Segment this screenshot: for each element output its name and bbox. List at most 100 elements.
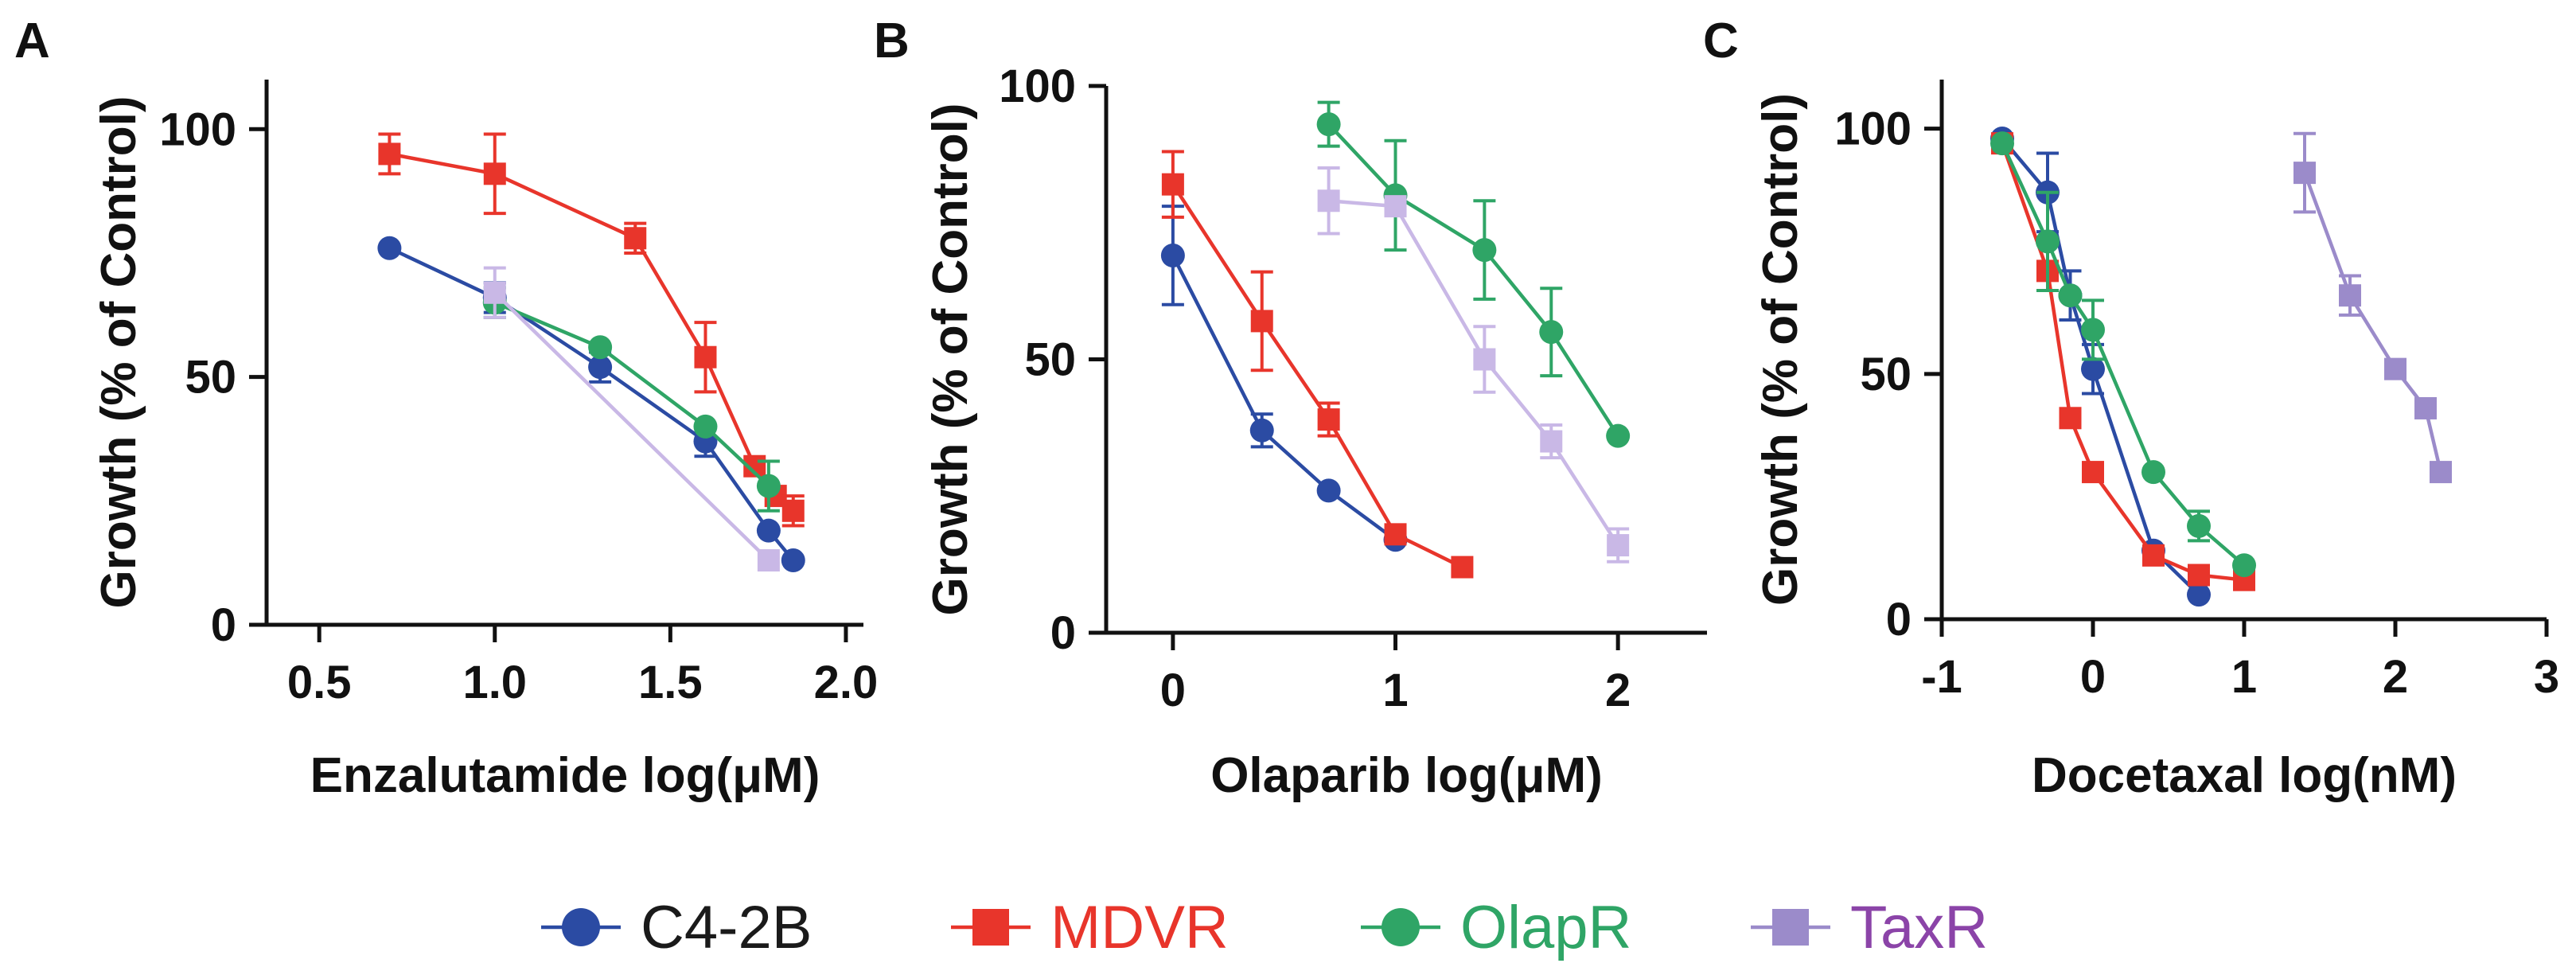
y-tick-label: 0: [1050, 607, 1076, 659]
x-tick-label: 1.5: [638, 657, 703, 708]
data-point: [2430, 461, 2452, 484]
y-tick-label: 100: [1834, 103, 1912, 155]
y-tick-label: 0: [1886, 594, 1912, 645]
series-line: [1171, 254, 1397, 542]
data-point: [483, 281, 506, 304]
legend-item-mdvr: MDVR: [951, 894, 1229, 961]
data-point: [2081, 318, 2105, 342]
series-line: [388, 152, 795, 513]
data-point: [694, 345, 717, 369]
data-point: [1472, 238, 1497, 263]
series-mdvr: [378, 132, 805, 528]
series-line: [493, 291, 770, 562]
series-olapr: [1990, 131, 2256, 578]
series-c4-2b: [377, 236, 805, 573]
data-point: [1160, 243, 1185, 267]
series-line: [2000, 142, 2245, 582]
y-tick-label: 50: [1860, 349, 1912, 400]
x-tick-label: 1: [1382, 665, 1408, 716]
data-point: [1249, 418, 1274, 443]
y-axis-label: Growth (% of Control): [1753, 93, 1808, 606]
legend-item-taxr: TaxR: [1751, 894, 1988, 961]
data-point: [2414, 396, 2437, 419]
legend-marker: [972, 909, 1009, 946]
data-point: [1539, 320, 1564, 345]
x-axis-label: Docetaxal log(nM): [2032, 748, 2457, 803]
data-point: [781, 499, 805, 522]
legend-marker: [1382, 908, 1420, 946]
data-point: [2082, 461, 2104, 484]
data-point: [756, 474, 781, 498]
data-point: [1990, 131, 2014, 156]
x-tick-label: 2: [1605, 665, 1631, 716]
panel-label-c: C: [1703, 14, 1739, 68]
x-tick-label: 0: [1160, 665, 1186, 716]
y-tick-label: 50: [1024, 334, 1076, 386]
data-point: [377, 236, 402, 260]
chart-panel-a: 0 50 100 0.5 1.0 1.5 2.0 Enzalutamide log(μM) Gr…: [92, 80, 878, 803]
data-point: [624, 227, 647, 250]
data-point: [2187, 583, 2211, 607]
x-axis-label: Enzalutamide log(μM): [310, 748, 820, 803]
data-point: [1606, 423, 1631, 448]
data-point: [378, 142, 401, 166]
x-tick-label: 2.0: [814, 657, 879, 708]
y-axis-label: Growth (% of Control): [92, 96, 146, 609]
x-tick-label: 0.5: [287, 657, 352, 708]
panel-label-b: B: [874, 14, 910, 68]
data-point: [2141, 460, 2165, 485]
x-tick-label: 1: [2231, 651, 2257, 703]
series-line: [1327, 123, 1620, 437]
data-point: [1161, 173, 1184, 196]
data-point: [483, 162, 506, 185]
series-mdvr: [1161, 150, 1474, 579]
data-point: [588, 335, 613, 360]
legend-item-c4-2b: C4-2B: [541, 894, 812, 961]
data-point: [2384, 357, 2406, 380]
series-line: [388, 246, 795, 562]
legend-label: OlapR: [1460, 894, 1631, 961]
y-tick-label: 100: [999, 60, 1076, 112]
data-point: [2187, 513, 2211, 538]
data-point: [2059, 407, 2082, 430]
series-line: [1171, 183, 1463, 569]
y-tick-label: 50: [185, 352, 236, 404]
series-taxr: [1317, 166, 1630, 563]
x-tick-label: 3: [2534, 651, 2559, 703]
data-point: [2339, 284, 2361, 307]
data-point: [1607, 534, 1630, 557]
data-point: [1316, 478, 1341, 503]
y-axis-label: Growth (% of Control): [923, 103, 978, 616]
x-axis-label: Olaparib log(μM): [1210, 748, 1603, 803]
data-point: [2142, 544, 2165, 567]
data-point: [693, 414, 718, 439]
data-point: [1316, 112, 1341, 137]
data-point: [1250, 310, 1273, 333]
data-point: [1317, 408, 1340, 431]
data-point: [1451, 556, 1474, 579]
x-tick-label: 2: [2383, 651, 2408, 703]
data-point: [1384, 523, 1407, 546]
data-point: [1473, 348, 1496, 371]
series-olapr: [1316, 100, 1631, 448]
series-line: [493, 301, 770, 488]
y-tick-label: 0: [211, 599, 236, 651]
series-line: [2000, 142, 2246, 567]
series-c4-2b: [1160, 205, 1408, 552]
data-point: [588, 355, 613, 380]
data-point: [2081, 357, 2105, 381]
legend-marker: [562, 908, 600, 946]
x-tick-label: 0: [2080, 651, 2106, 703]
legend-label: TaxR: [1850, 894, 1988, 961]
legend-item-olapr: OlapR: [1361, 894, 1631, 961]
data-point: [781, 548, 805, 573]
data-point: [2058, 283, 2083, 308]
data-point: [2293, 162, 2316, 185]
x-tick-label: 1.0: [462, 657, 527, 708]
data-point: [1540, 430, 1563, 453]
x-tick-label: -1: [1921, 651, 1962, 703]
data-point: [2232, 553, 2256, 578]
